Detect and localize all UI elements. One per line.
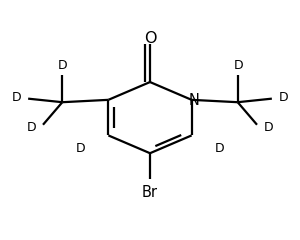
Text: Br: Br: [142, 185, 158, 200]
Text: D: D: [26, 121, 36, 134]
Text: D: D: [11, 91, 21, 104]
Text: D: D: [279, 91, 289, 104]
Text: D: D: [233, 60, 243, 72]
Text: D: D: [58, 60, 68, 72]
Text: O: O: [144, 31, 156, 46]
Text: D: D: [75, 142, 85, 155]
Text: D: D: [264, 121, 274, 134]
Text: D: D: [215, 142, 225, 155]
Text: N: N: [188, 93, 199, 108]
